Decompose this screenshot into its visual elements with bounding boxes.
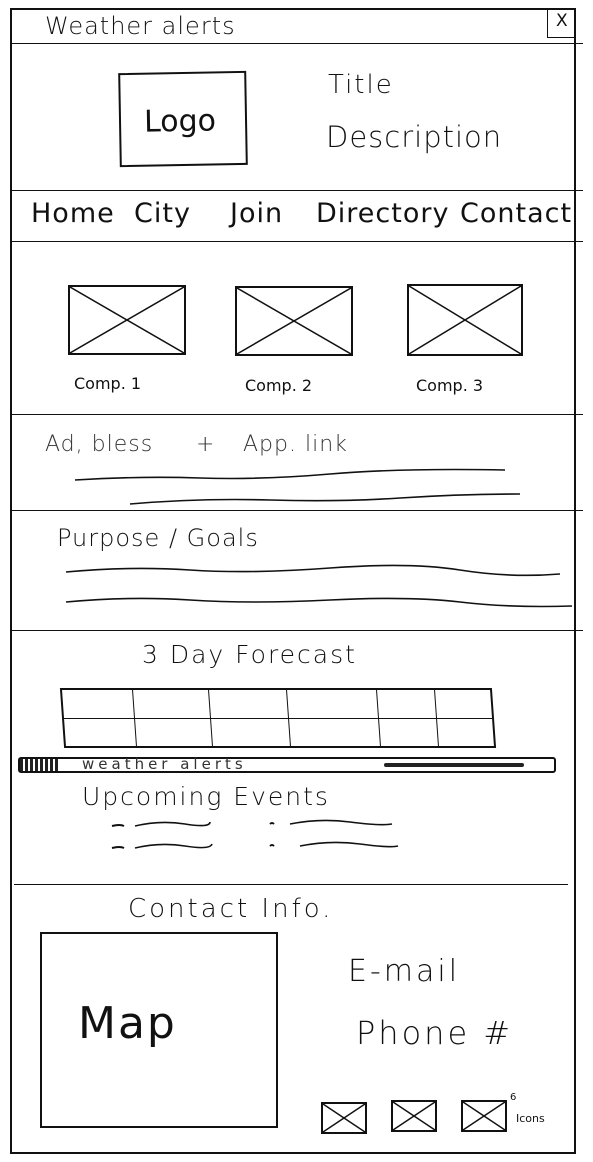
placeholder-image-icon xyxy=(70,287,184,353)
divider xyxy=(10,43,583,44)
placeholder-icon xyxy=(323,1104,365,1132)
nav-item-directory[interactable]: Directory xyxy=(316,198,450,229)
nav-item-city[interactable]: City xyxy=(134,198,191,229)
placeholder-icon xyxy=(463,1102,505,1130)
map[interactable]: Map xyxy=(40,932,278,1128)
events-heading: Upcoming Events xyxy=(82,782,330,811)
component-caption-2: Comp. 2 xyxy=(245,376,313,395)
icons-count: 6 xyxy=(510,1092,517,1103)
plus-sign: + xyxy=(196,432,216,457)
map-label: Map xyxy=(78,998,177,1049)
component-image-3[interactable] xyxy=(407,284,523,356)
divider xyxy=(10,190,583,191)
app-link[interactable]: App. link xyxy=(243,432,348,457)
page-description: Description xyxy=(326,120,503,154)
social-icon-2[interactable] xyxy=(391,1100,437,1132)
logo-label: Logo xyxy=(143,103,217,140)
placeholder-image-icon xyxy=(237,288,351,354)
window-title: Weather alerts xyxy=(45,12,236,40)
icons-label: Icons xyxy=(516,1112,545,1125)
wireframe-page xyxy=(10,8,576,1154)
component-image-1[interactable] xyxy=(68,285,186,355)
divider xyxy=(10,414,583,415)
social-icon-3[interactable] xyxy=(461,1100,507,1132)
placeholder-icon xyxy=(393,1102,435,1130)
nav-item-contact[interactable]: Contact xyxy=(460,198,573,229)
alerts-bar-scribble xyxy=(384,763,524,767)
placeholder-image-icon xyxy=(409,286,521,354)
email-label[interactable]: E-mail xyxy=(348,954,461,989)
component-caption-1: Comp. 1 xyxy=(74,374,142,393)
contact-heading: Contact Info. xyxy=(128,894,334,924)
ad-label: Ad, bless xyxy=(45,432,154,457)
logo[interactable]: Logo xyxy=(118,70,248,168)
component-image-2[interactable] xyxy=(235,286,353,356)
forecast-table xyxy=(59,688,497,748)
social-icon-1[interactable] xyxy=(321,1102,367,1134)
divider xyxy=(10,630,583,631)
purpose-heading: Purpose / Goals xyxy=(57,524,259,552)
forecast-heading: 3 Day Forecast xyxy=(142,640,357,669)
weather-alerts-label: weather alerts xyxy=(82,755,247,773)
component-caption-3: Comp. 3 xyxy=(416,376,484,395)
divider xyxy=(14,884,568,885)
weather-alerts-bar[interactable]: weather alerts xyxy=(18,755,556,773)
close-icon: X xyxy=(556,11,568,31)
nav-item-join[interactable]: Join xyxy=(230,198,284,229)
divider xyxy=(10,241,583,242)
phone-label[interactable]: Phone # xyxy=(356,1014,514,1052)
close-button[interactable]: X xyxy=(547,8,576,38)
divider xyxy=(10,510,583,511)
page-title: Title xyxy=(328,70,394,100)
nav-item-home[interactable]: Home xyxy=(31,198,115,229)
nav-bar: Home City Join Directory Contact xyxy=(10,192,583,240)
